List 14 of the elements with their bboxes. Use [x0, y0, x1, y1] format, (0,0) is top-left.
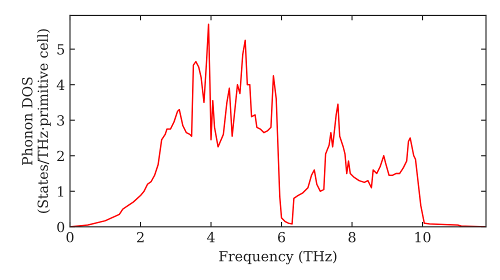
x-axis-title: Frequency (THz) [219, 250, 336, 264]
y-tick-label: 5 [57, 44, 64, 55]
y-tick-label: 0 [57, 222, 64, 232]
x-tick-label: 4 [207, 232, 215, 242]
y-tick-label: 3 [57, 115, 64, 126]
y-tick-label: 1 [58, 186, 64, 197]
y-tick-label: 4 [56, 80, 64, 90]
x-tick-label: 6 [278, 232, 286, 242]
x-tick-label: 10 [415, 232, 430, 242]
x-tick-label: 2 [137, 232, 144, 242]
x-tick-label: 0 [66, 232, 74, 242]
x-tick-label: 8 [348, 232, 356, 242]
y-tick-label: 2 [57, 150, 64, 162]
y-axis-title: Phonon DOS (States/THz·primitive cell) [22, 29, 51, 213]
